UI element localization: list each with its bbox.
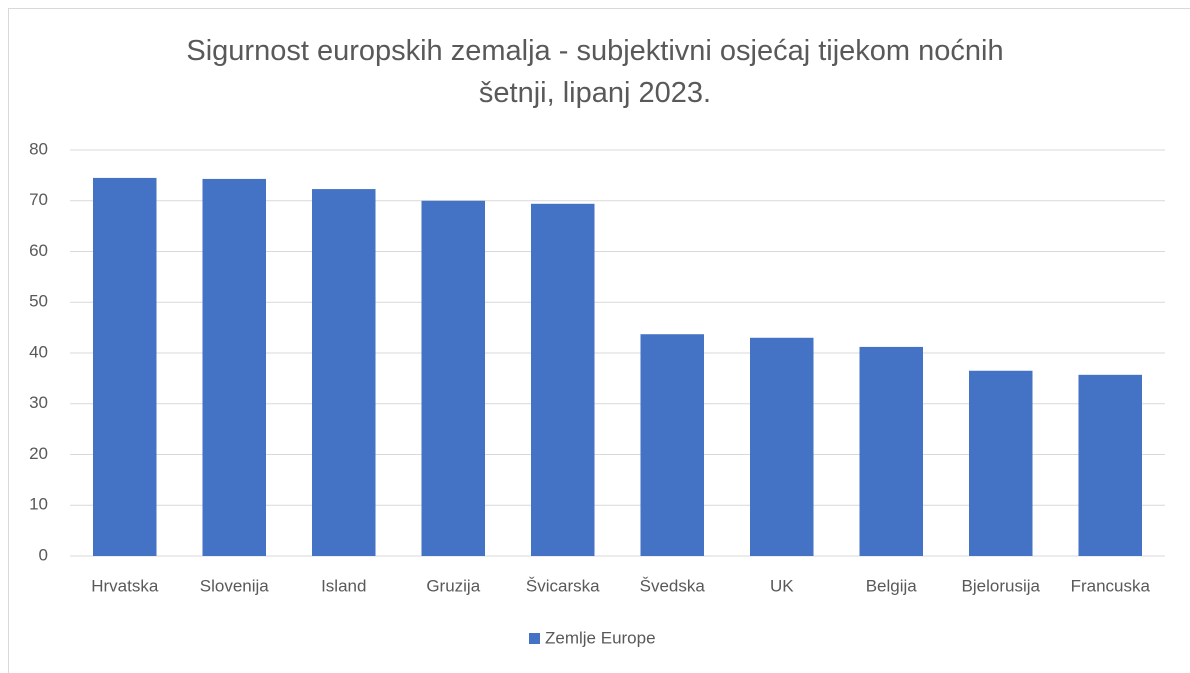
y-tick-label: 70	[29, 190, 48, 209]
x-tick-label: UK	[770, 576, 794, 595]
y-tick-label: 10	[29, 495, 48, 514]
y-tick-label: 40	[29, 342, 48, 361]
y-tick-label: 20	[29, 444, 48, 463]
bar	[1078, 374, 1143, 556]
x-tick-label: Švedska	[640, 576, 706, 595]
bar	[311, 189, 376, 556]
x-tick-label: Bjelorusija	[962, 576, 1041, 595]
x-tick-label: Francuska	[1071, 576, 1151, 595]
x-tick-label: Belgija	[866, 576, 918, 595]
x-tick-label: Island	[321, 576, 366, 595]
bar	[640, 334, 705, 556]
y-tick-label: 50	[29, 292, 48, 311]
y-tick-label: 0	[39, 545, 48, 564]
bar	[968, 370, 1033, 556]
x-tick-label: Gruzija	[426, 576, 480, 595]
legend-label: Zemlje Europe	[545, 628, 656, 647]
x-tick-label: Švicarska	[526, 576, 600, 595]
bar	[421, 200, 486, 556]
chart-title: Sigurnost europskih zemalja - subjektivn…	[186, 35, 1004, 109]
chart-frame	[8, 8, 1190, 673]
bar	[530, 203, 595, 557]
x-tick-label: Hrvatska	[91, 576, 159, 595]
y-tick-label: 60	[29, 241, 48, 260]
bar	[92, 177, 157, 556]
legend-swatch	[529, 633, 540, 644]
bar	[859, 346, 924, 556]
bar	[749, 337, 814, 556]
y-tick-label: 30	[29, 393, 48, 412]
x-tick-label: Slovenija	[200, 576, 270, 595]
bar	[202, 178, 267, 557]
y-tick-label: 80	[29, 139, 48, 158]
